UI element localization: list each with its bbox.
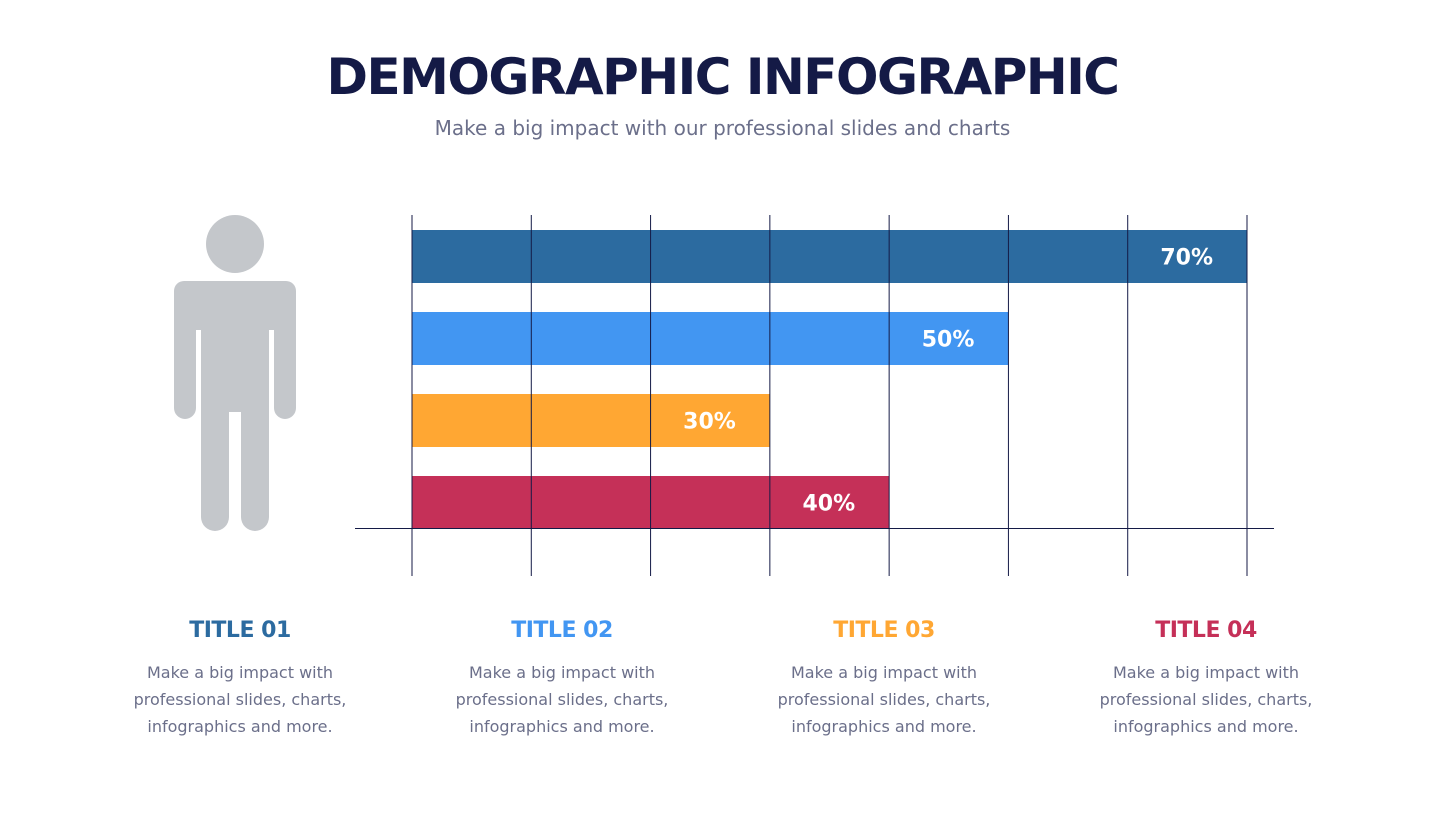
item-desc: infographics and more. (147, 717, 333, 736)
item-title: TITLE 04 (1155, 618, 1257, 643)
item-desc: Make a big impact with (1112, 663, 1300, 682)
bar-label: 70% (1160, 246, 1213, 271)
bar-label: 50% (922, 328, 975, 353)
item-desc: Make a big impact with (146, 663, 334, 682)
info-item-3: TITLE 03 Make a big impact with professio… (744, 618, 1024, 740)
page-title: DEMOGRAPHIC INFOGRAPHIC (326, 48, 1121, 106)
info-item-2: TITLE 02 Make a big impact with professio… (422, 618, 702, 740)
bar-2 (412, 312, 1009, 365)
info-item-4: TITLE 04 Make a big impact with professio… (1066, 618, 1346, 740)
item-title: TITLE 01 (189, 618, 291, 643)
page-subtitle: Make a big impact with our professional … (434, 116, 1011, 140)
bar-1 (412, 230, 1247, 283)
item-desc: infographics and more. (469, 717, 655, 736)
item-desc: Make a big impact with (468, 663, 656, 682)
item-desc: professional slides, charts, (133, 690, 347, 709)
item-desc: infographics and more. (1113, 717, 1299, 736)
item-desc: Make a big impact with (790, 663, 978, 682)
item-title: TITLE 02 (511, 618, 613, 643)
item-desc: infographics and more. (791, 717, 977, 736)
person-icon (174, 215, 296, 531)
item-desc: professional slides, charts, (777, 690, 991, 709)
bar-label: 40% (802, 492, 855, 517)
info-item-1: TITLE 01 Make a big impact with professio… (100, 618, 380, 740)
item-desc: professional slides, charts, (1099, 690, 1313, 709)
item-title: TITLE 03 (833, 618, 935, 643)
bar-label: 30% (683, 410, 736, 435)
bar-3 (412, 394, 770, 447)
item-desc: professional slides, charts, (455, 690, 669, 709)
